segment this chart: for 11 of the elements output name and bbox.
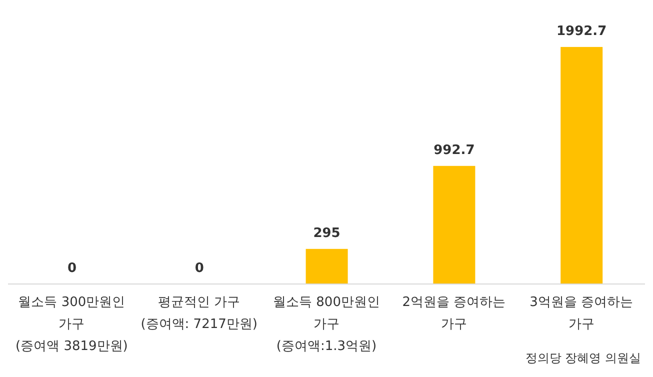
- x-tick-label: 월소득 300만원인 가구 (증여액 3819만원): [16, 295, 128, 354]
- text: 정의당 장혜영 의원실: [525, 350, 641, 367]
- data-label: 0: [194, 261, 204, 276]
- x-tick-label: 월소득 800만원인 가구 (증여액:1.3억원): [273, 295, 380, 354]
- data-label: 992.7: [434, 142, 475, 158]
- data-label: 1992.7: [556, 24, 607, 39]
- x-tick-label: 평균적인 가구 (증여액: 7217만원): [140, 295, 258, 332]
- x-tick-label: 3억원을 증여하는 가구: [530, 295, 634, 332]
- data-label: 295: [313, 226, 340, 241]
- x-tick-label: 2억원을 증여하는 가구: [402, 295, 506, 332]
- data-label: 0: [67, 261, 77, 276]
